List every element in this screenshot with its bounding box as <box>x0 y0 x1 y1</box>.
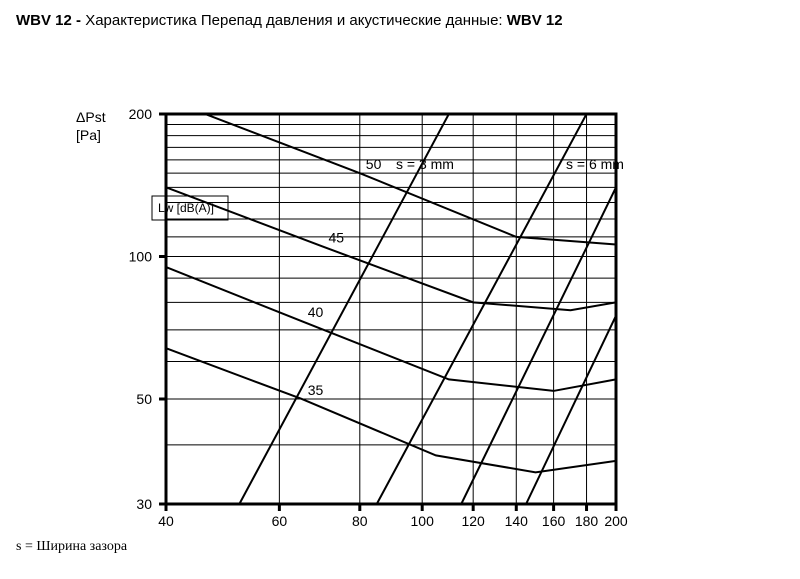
svg-text:50: 50 <box>366 156 382 172</box>
footnote: s = Ширина зазора <box>16 539 784 555</box>
svg-text:s = 3 mm: s = 3 mm <box>396 156 454 172</box>
svg-text:30: 30 <box>136 496 152 512</box>
svg-text:35: 35 <box>308 382 324 398</box>
svg-text:200: 200 <box>129 106 153 122</box>
svg-text:ΔPst: ΔPst <box>76 109 106 125</box>
svg-text:40: 40 <box>308 304 324 320</box>
svg-text:180: 180 <box>575 513 599 529</box>
svg-text:140: 140 <box>505 513 529 529</box>
title-bold-prefix: WBV 12 - <box>16 12 85 29</box>
svg-text:80: 80 <box>352 513 368 529</box>
svg-text:s = 6 mm: s = 6 mm <box>566 156 624 172</box>
svg-text:50: 50 <box>136 391 152 407</box>
title-mid: Характеристика Перепад давления и акусти… <box>85 12 507 29</box>
svg-text:120: 120 <box>461 513 485 529</box>
title-bold-suffix: WBV 12 <box>507 12 563 29</box>
svg-text:100: 100 <box>129 248 153 264</box>
svg-text:100: 100 <box>411 513 435 529</box>
svg-text:60: 60 <box>272 513 288 529</box>
svg-text:200: 200 <box>604 513 628 529</box>
svg-text:[Pa]: [Pa] <box>76 127 101 143</box>
pressure-drop-chart: 40 60 80 100 120 140 160 180 200 30 50 100 200 ΔPst [P… <box>16 49 676 529</box>
svg-text:45: 45 <box>328 229 344 245</box>
svg-text:40: 40 <box>158 513 174 529</box>
svg-text:160: 160 <box>542 513 566 529</box>
page-title: WBV 12 - Характеристика Перепад давления… <box>16 12 784 29</box>
